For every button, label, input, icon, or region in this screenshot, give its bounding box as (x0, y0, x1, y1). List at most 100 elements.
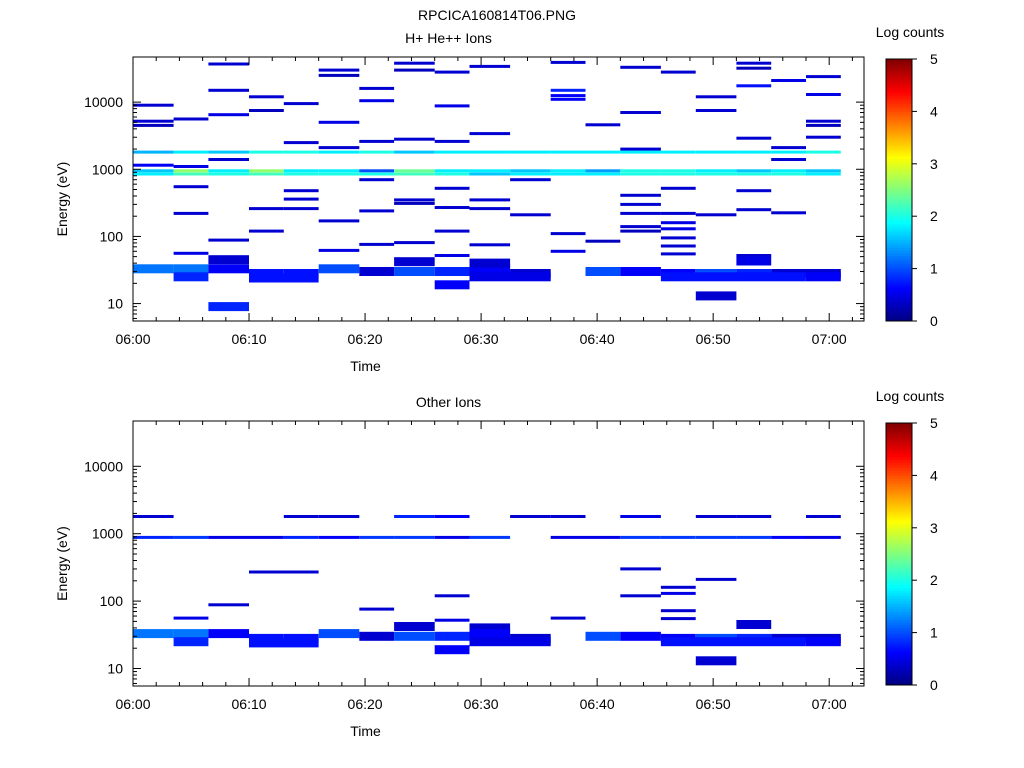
colorbar-swatch (886, 210, 912, 214)
colorbar-swatch (886, 480, 912, 484)
colorbar-swatch (886, 598, 912, 602)
colorbar-swatch (886, 166, 912, 170)
heatmap-bin (620, 225, 661, 229)
heatmap-bin (133, 103, 174, 107)
heatmap-bin (736, 620, 772, 629)
colorbar-swatch (886, 564, 912, 568)
heatmap-bin (434, 186, 470, 190)
colorbar-swatch (886, 501, 912, 505)
colorbar-swatch (886, 148, 912, 152)
heatmap-bin (585, 535, 621, 539)
panel-1: H+ He++ Ions 06:00 06:10 06:20 06:30 06:40 06:… (54, 24, 944, 374)
colorbar-tick-label: 2 (930, 572, 938, 588)
colorbar-swatch (886, 619, 912, 623)
x-tick-label: 06:20 (348, 331, 383, 347)
heatmap-bin (469, 272, 551, 282)
colorbar-swatch (886, 111, 912, 115)
colorbar-swatch (886, 66, 912, 70)
colorbar-swatch (886, 161, 912, 165)
heatmap-bin (359, 86, 395, 90)
panel-2: Other Ions 06:00 06:10 06:20 06:30 06:40 06:50… (54, 388, 944, 739)
x-tick-label: 06:00 (115, 331, 150, 347)
heatmap-bin (249, 150, 284, 154)
heatmap-bin (469, 258, 511, 268)
heatmap-bin (173, 251, 209, 255)
colorbar-swatch (886, 98, 912, 102)
heatmap-bin (359, 535, 395, 539)
colorbar-swatch (886, 231, 912, 235)
heatmap-bin (434, 172, 470, 176)
heatmap-bin (806, 75, 841, 79)
colorbar-swatch (886, 527, 912, 531)
heatmap-bin (550, 515, 586, 518)
colorbar-swatch (886, 666, 912, 670)
heatmap-bin (359, 242, 395, 246)
colorbar-swatch (886, 103, 912, 107)
colorbar-swatch (886, 247, 912, 251)
heatmap-bin (620, 515, 661, 518)
colorbar-swatch (886, 522, 912, 526)
colorbar-swatch (886, 305, 912, 309)
x-tick-label: 06:10 (232, 331, 267, 347)
colorbar-swatch (886, 514, 912, 518)
colorbar-swatch (886, 121, 912, 125)
colorbar-swatch (886, 538, 912, 542)
colorbar-swatch (886, 137, 912, 141)
y-axis-label: Energy (eV) (54, 162, 70, 237)
heatmap-bin (469, 150, 511, 154)
colorbar-swatch (886, 569, 912, 573)
heatmap-bin (359, 209, 395, 213)
colorbar-swatch (886, 606, 912, 610)
heatmap-bin (283, 102, 319, 106)
heatmap-bin (394, 137, 435, 141)
heatmap-bin (660, 535, 696, 539)
colorbar-swatch (886, 498, 912, 502)
heatmap-bin (695, 150, 737, 154)
y-tick-label: 100 (100, 593, 124, 609)
heatmap-bin (359, 150, 395, 154)
figure-title: RPCICA160814T06.PNG (418, 7, 576, 23)
x-tick-label: 06:30 (464, 331, 499, 347)
heatmap-bin (173, 172, 209, 176)
panel-title: H+ He++ Ions (405, 30, 492, 46)
heatmap-bin (771, 169, 806, 173)
heatmap-bin (806, 123, 841, 127)
heatmap-bin (585, 631, 621, 641)
heatmap-bin (806, 515, 841, 518)
colorbar-swatch (886, 517, 912, 521)
heatmap-bin (695, 656, 737, 666)
colorbar-swatch (886, 213, 912, 217)
colorbar-swatch (886, 100, 912, 104)
colorbar-swatch (886, 258, 912, 262)
heatmap-bin (736, 150, 772, 154)
colorbar-swatch (886, 459, 912, 463)
heatmap-bin (359, 631, 395, 641)
colorbar-swatch (886, 239, 912, 243)
colorbar-swatch (886, 629, 912, 633)
heatmap-bin (173, 629, 209, 639)
colorbar-swatch (886, 203, 912, 207)
heatmap-bin (660, 591, 696, 595)
heatmap-bin (469, 535, 511, 539)
colorbar-label: Log counts (876, 24, 945, 40)
colorbar-swatch (886, 95, 912, 99)
colorbar-tick-label: 4 (930, 103, 938, 119)
heatmap-bin (318, 219, 360, 223)
colorbar-swatch (886, 140, 912, 144)
colorbar-swatch (886, 664, 912, 668)
colorbar-swatch (886, 263, 912, 267)
heatmap-bin (208, 169, 249, 173)
colorbar-swatch (886, 509, 912, 513)
heatmap-bin (394, 515, 435, 518)
colorbar-swatch (886, 119, 912, 123)
heatmap-bin (318, 172, 360, 176)
heatmap-bin (208, 172, 249, 176)
heatmap-bin (394, 622, 435, 631)
colorbar-swatch (886, 457, 912, 461)
colorbar-swatch (886, 472, 912, 476)
colorbar-swatch (886, 491, 912, 495)
heatmap-bin (806, 535, 841, 539)
heatmap-bin (620, 150, 661, 154)
heatmap-bin (173, 272, 209, 282)
heatmap-bin (249, 570, 319, 574)
